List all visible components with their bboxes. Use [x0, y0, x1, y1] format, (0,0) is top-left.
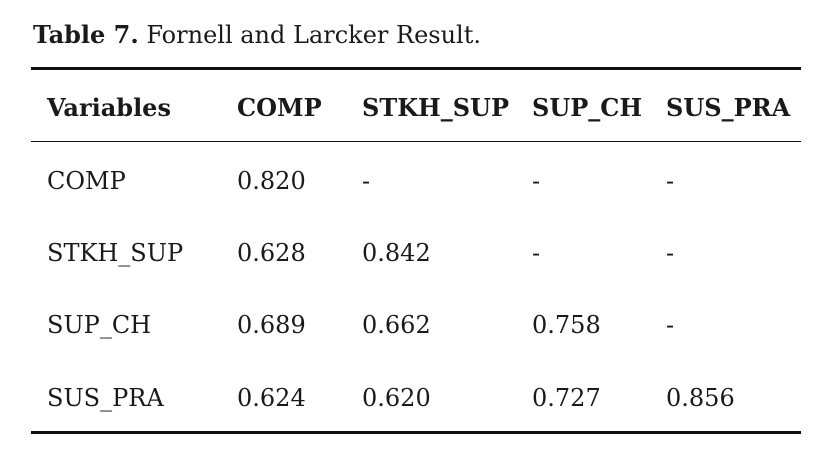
table-cell: -	[666, 311, 675, 339]
table-cell: -	[532, 167, 541, 195]
header-stkh-sup: STKH_SUP	[362, 93, 510, 122]
table-row: SUS_PRA 0.624 0.620 0.727 0.856	[0, 380, 832, 416]
table-row: COMP 0.820 - - -	[0, 163, 832, 199]
header-sus-pra: SUS_PRA	[666, 93, 791, 122]
table-row: SUP_CH 0.689 0.662 0.758 -	[0, 307, 832, 343]
table-cell: -	[362, 167, 371, 195]
table-top-rule	[31, 67, 801, 70]
table-header-row: Variables COMP STKH_SUP SUP_CH SUS_PRA	[0, 90, 832, 126]
header-variables: Variables	[47, 93, 171, 122]
table-cell: 0.842	[362, 239, 431, 267]
table-cell: 0.820	[237, 167, 306, 195]
table-cell: 0.727	[532, 384, 601, 412]
header-comp: COMP	[237, 93, 322, 122]
table-cell: 0.856	[666, 384, 735, 412]
table-header-rule	[31, 141, 801, 142]
row-label: SUP_CH	[47, 311, 152, 339]
table-cell: 0.689	[237, 311, 306, 339]
table-cell: 0.758	[532, 311, 601, 339]
table-caption-text: Fornell and Larcker Result.	[146, 21, 482, 49]
table-caption: Table 7. Fornell and Larcker Result.	[33, 20, 481, 50]
header-sup-ch: SUP_CH	[532, 93, 643, 122]
table-cell: -	[666, 239, 675, 267]
row-label: COMP	[47, 167, 126, 195]
table-row: STKH_SUP 0.628 0.842 - -	[0, 235, 832, 271]
table-cell: 0.620	[362, 384, 431, 412]
row-label: STKH_SUP	[47, 239, 184, 267]
table-cell: 0.628	[237, 239, 306, 267]
table-caption-label: Table 7.	[33, 20, 139, 49]
table-cell: 0.662	[362, 311, 431, 339]
table-cell: -	[532, 239, 541, 267]
table-bottom-rule	[31, 431, 801, 434]
table-cell: -	[666, 167, 675, 195]
row-label: SUS_PRA	[47, 384, 164, 412]
table-cell: 0.624	[237, 384, 306, 412]
